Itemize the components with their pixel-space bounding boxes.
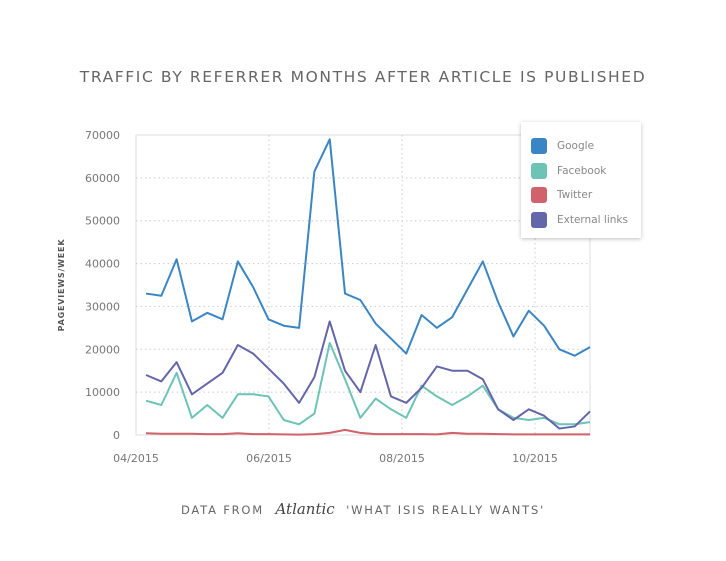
legend-swatch	[531, 211, 547, 228]
y-tick-label: 0	[113, 429, 120, 442]
footer-suffix: 'WHAT ISIS REALLY WANTS'	[346, 503, 546, 517]
y-tick-label: 60000	[85, 172, 120, 185]
legend-swatch	[531, 162, 547, 179]
y-tick-label: 10000	[85, 386, 120, 399]
legend-swatch	[531, 187, 547, 203]
y-tick-label: 20000	[85, 343, 120, 356]
x-tick-label: 06/2015	[246, 452, 292, 465]
chart-title: TRAFFIC BY REFERRER MONTHS AFTER ARTICLE…	[79, 68, 647, 86]
legend: Google Facebook Twitter External links	[521, 122, 641, 238]
legend-item: Google	[531, 137, 594, 155]
x-tick-label: 08/2015	[379, 452, 425, 465]
series-line-google	[145, 138, 591, 357]
legend-item: Facebook	[531, 162, 606, 180]
legend-label: Twitter	[557, 189, 593, 201]
legend-label: Facebook	[557, 164, 607, 177]
y-tick-label: 50000	[85, 215, 120, 228]
legend-item: Twitter	[531, 186, 592, 204]
legend-swatch	[531, 138, 547, 154]
y-tick-label: 30000	[85, 300, 120, 313]
x-tick-label: 10/2015	[512, 452, 558, 465]
y-tick-label: 70000	[85, 129, 120, 142]
plot-frame	[135, 134, 591, 436]
y-tick-label: 40000	[85, 258, 120, 271]
series-line-twitter	[145, 428, 590, 436]
y-axis-label: PAGEVIEWS/WEEK	[57, 239, 66, 332]
footer: DATA FROM Atlantic 'WHAT ISIS REALLY WAN…	[0, 500, 726, 518]
atlantic-logo: Atlantic	[275, 500, 335, 518]
footer-prefix: DATA FROM	[180, 503, 264, 517]
series-line-external-links	[145, 320, 591, 430]
legend-item: External links	[531, 211, 628, 229]
x-tick-label: 04/2015	[113, 452, 159, 465]
legend-label: External links	[557, 213, 628, 226]
legend-label: Google	[557, 140, 595, 152]
